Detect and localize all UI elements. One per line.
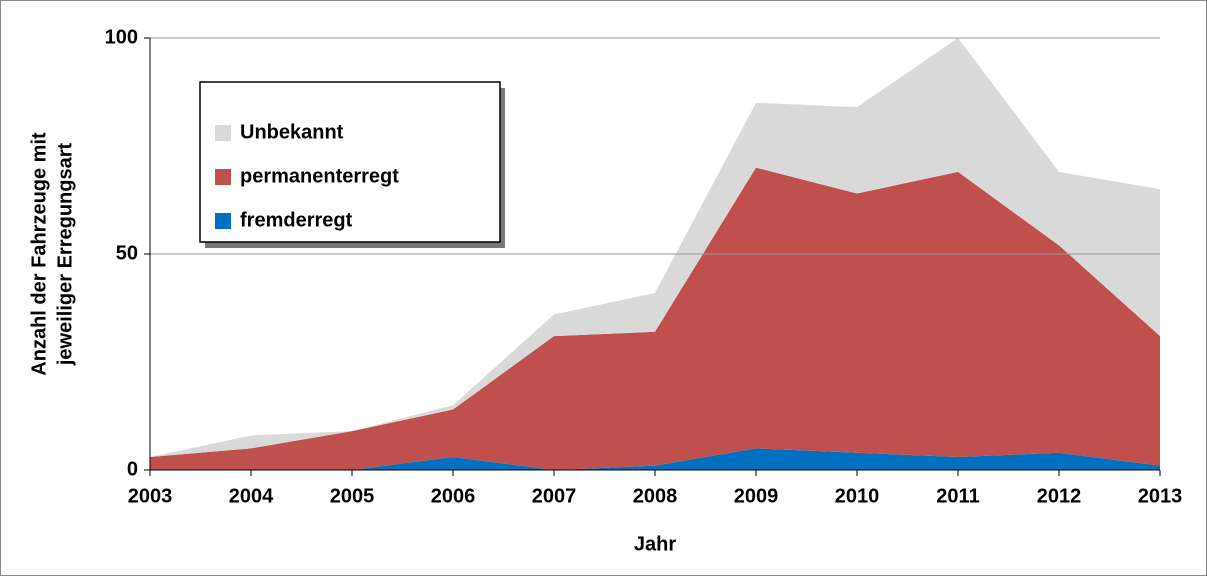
x-tick-label: 2005	[330, 485, 375, 507]
x-axis-label: Jahr	[634, 533, 676, 555]
legend-swatch	[215, 125, 231, 141]
x-tick-label: 2003	[128, 485, 173, 507]
legend-box	[199, 81, 501, 243]
x-tick-label: 2011	[936, 485, 979, 507]
y-axis-label-line: jeweiliger Erregungsart	[54, 143, 76, 367]
legend: Unbekannt permanenterregt fremderregt	[199, 81, 505, 248]
x-tick-label: 2009	[734, 485, 779, 507]
y-tick-label: 50	[116, 242, 138, 264]
x-tick-label: 2007	[532, 485, 577, 507]
area	[150, 38, 1160, 458]
x-tick-label: 2012	[1037, 485, 1082, 507]
y-axis-label: Anzahl der Fahrzeuge mit jeweiliger Erre…	[28, 132, 76, 376]
x-tick-label: 2008	[633, 485, 678, 507]
legend-label: fremderregt	[240, 209, 353, 231]
x-tick-label: 2010	[835, 485, 880, 507]
legend-swatch	[215, 213, 231, 229]
x-tick-label: 2013	[1138, 485, 1183, 507]
y-tick-label: 0	[127, 458, 138, 480]
legend-swatch	[215, 169, 231, 185]
y-axis-label-line: Anzahl der Fahrzeuge mit	[28, 132, 50, 376]
legend-label: permanenterregt	[240, 165, 399, 187]
area	[150, 448, 1160, 470]
x-tick-label: 2004	[229, 485, 274, 507]
y-tick-label: 100	[105, 26, 138, 48]
area	[150, 167, 1160, 470]
legend-label: Unbekannt	[240, 121, 344, 143]
x-tick-label: 2006	[431, 485, 476, 507]
